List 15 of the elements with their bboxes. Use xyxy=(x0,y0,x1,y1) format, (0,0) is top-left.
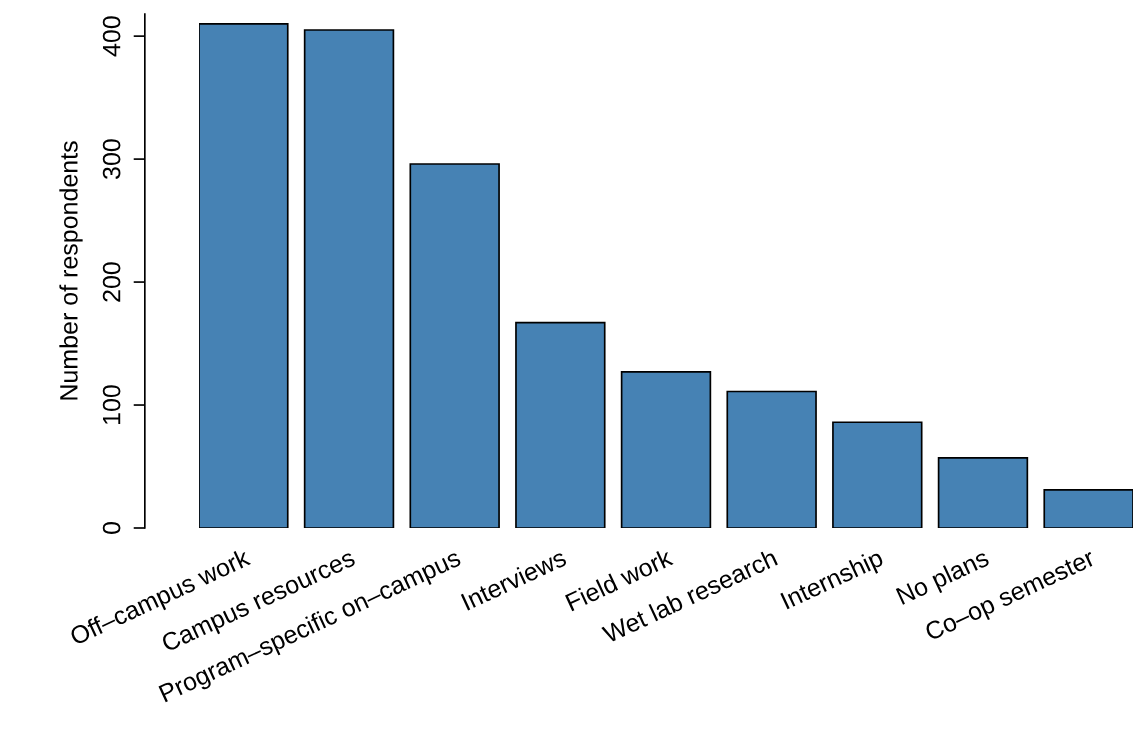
y-tick-label: 400 xyxy=(102,16,121,57)
bar xyxy=(726,390,817,528)
bar xyxy=(937,457,1029,528)
y-tick-label: 100 xyxy=(102,385,121,424)
bar xyxy=(303,29,395,528)
y-tick-label: 300 xyxy=(102,139,121,179)
y-axis-title: Number of respondents xyxy=(59,141,83,400)
bar xyxy=(515,321,606,528)
bar xyxy=(832,421,923,528)
y-tick-label: 0 xyxy=(102,522,121,534)
bar xyxy=(199,23,289,528)
bar xyxy=(409,163,500,528)
bar xyxy=(620,370,712,528)
y-tick-label: 200 xyxy=(102,262,121,302)
bar xyxy=(1043,489,1133,528)
